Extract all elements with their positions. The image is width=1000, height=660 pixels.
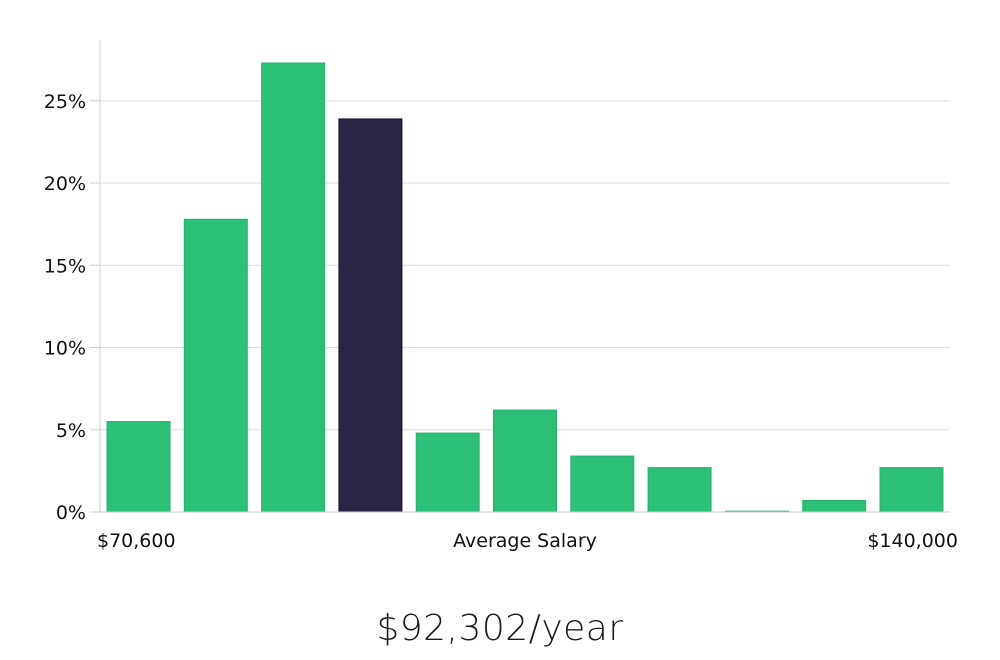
y-tick-label: 20% bbox=[44, 173, 86, 195]
average-salary-value: $92,302/year bbox=[376, 608, 624, 649]
bar bbox=[647, 467, 712, 513]
tick-labels: 0% 5% 10% 15% 20% 25% bbox=[44, 91, 86, 524]
bar-highlighted bbox=[338, 118, 403, 513]
bar bbox=[493, 409, 557, 513]
bar bbox=[106, 421, 171, 513]
bars bbox=[106, 62, 944, 513]
y-tick-label: 15% bbox=[44, 255, 86, 277]
x-max-label: $140,000 bbox=[867, 530, 958, 552]
bar bbox=[415, 432, 480, 513]
x-axis-title: Average Salary bbox=[453, 530, 597, 552]
y-tick-label: 5% bbox=[56, 420, 86, 442]
bar bbox=[183, 218, 248, 513]
histogram-svg: 0%5%10%15%20%25% $70,600 Average Salary … bbox=[44, 40, 958, 552]
bar bbox=[570, 455, 635, 513]
y-tick-label: 25% bbox=[44, 91, 86, 113]
y-tick-label: 0% bbox=[56, 502, 86, 524]
x-min-label: $70,600 bbox=[97, 530, 176, 552]
bar bbox=[879, 467, 944, 513]
bar bbox=[261, 62, 326, 513]
axes bbox=[99, 40, 950, 513]
y-tick-label: 10% bbox=[44, 338, 86, 360]
bar bbox=[802, 499, 867, 513]
